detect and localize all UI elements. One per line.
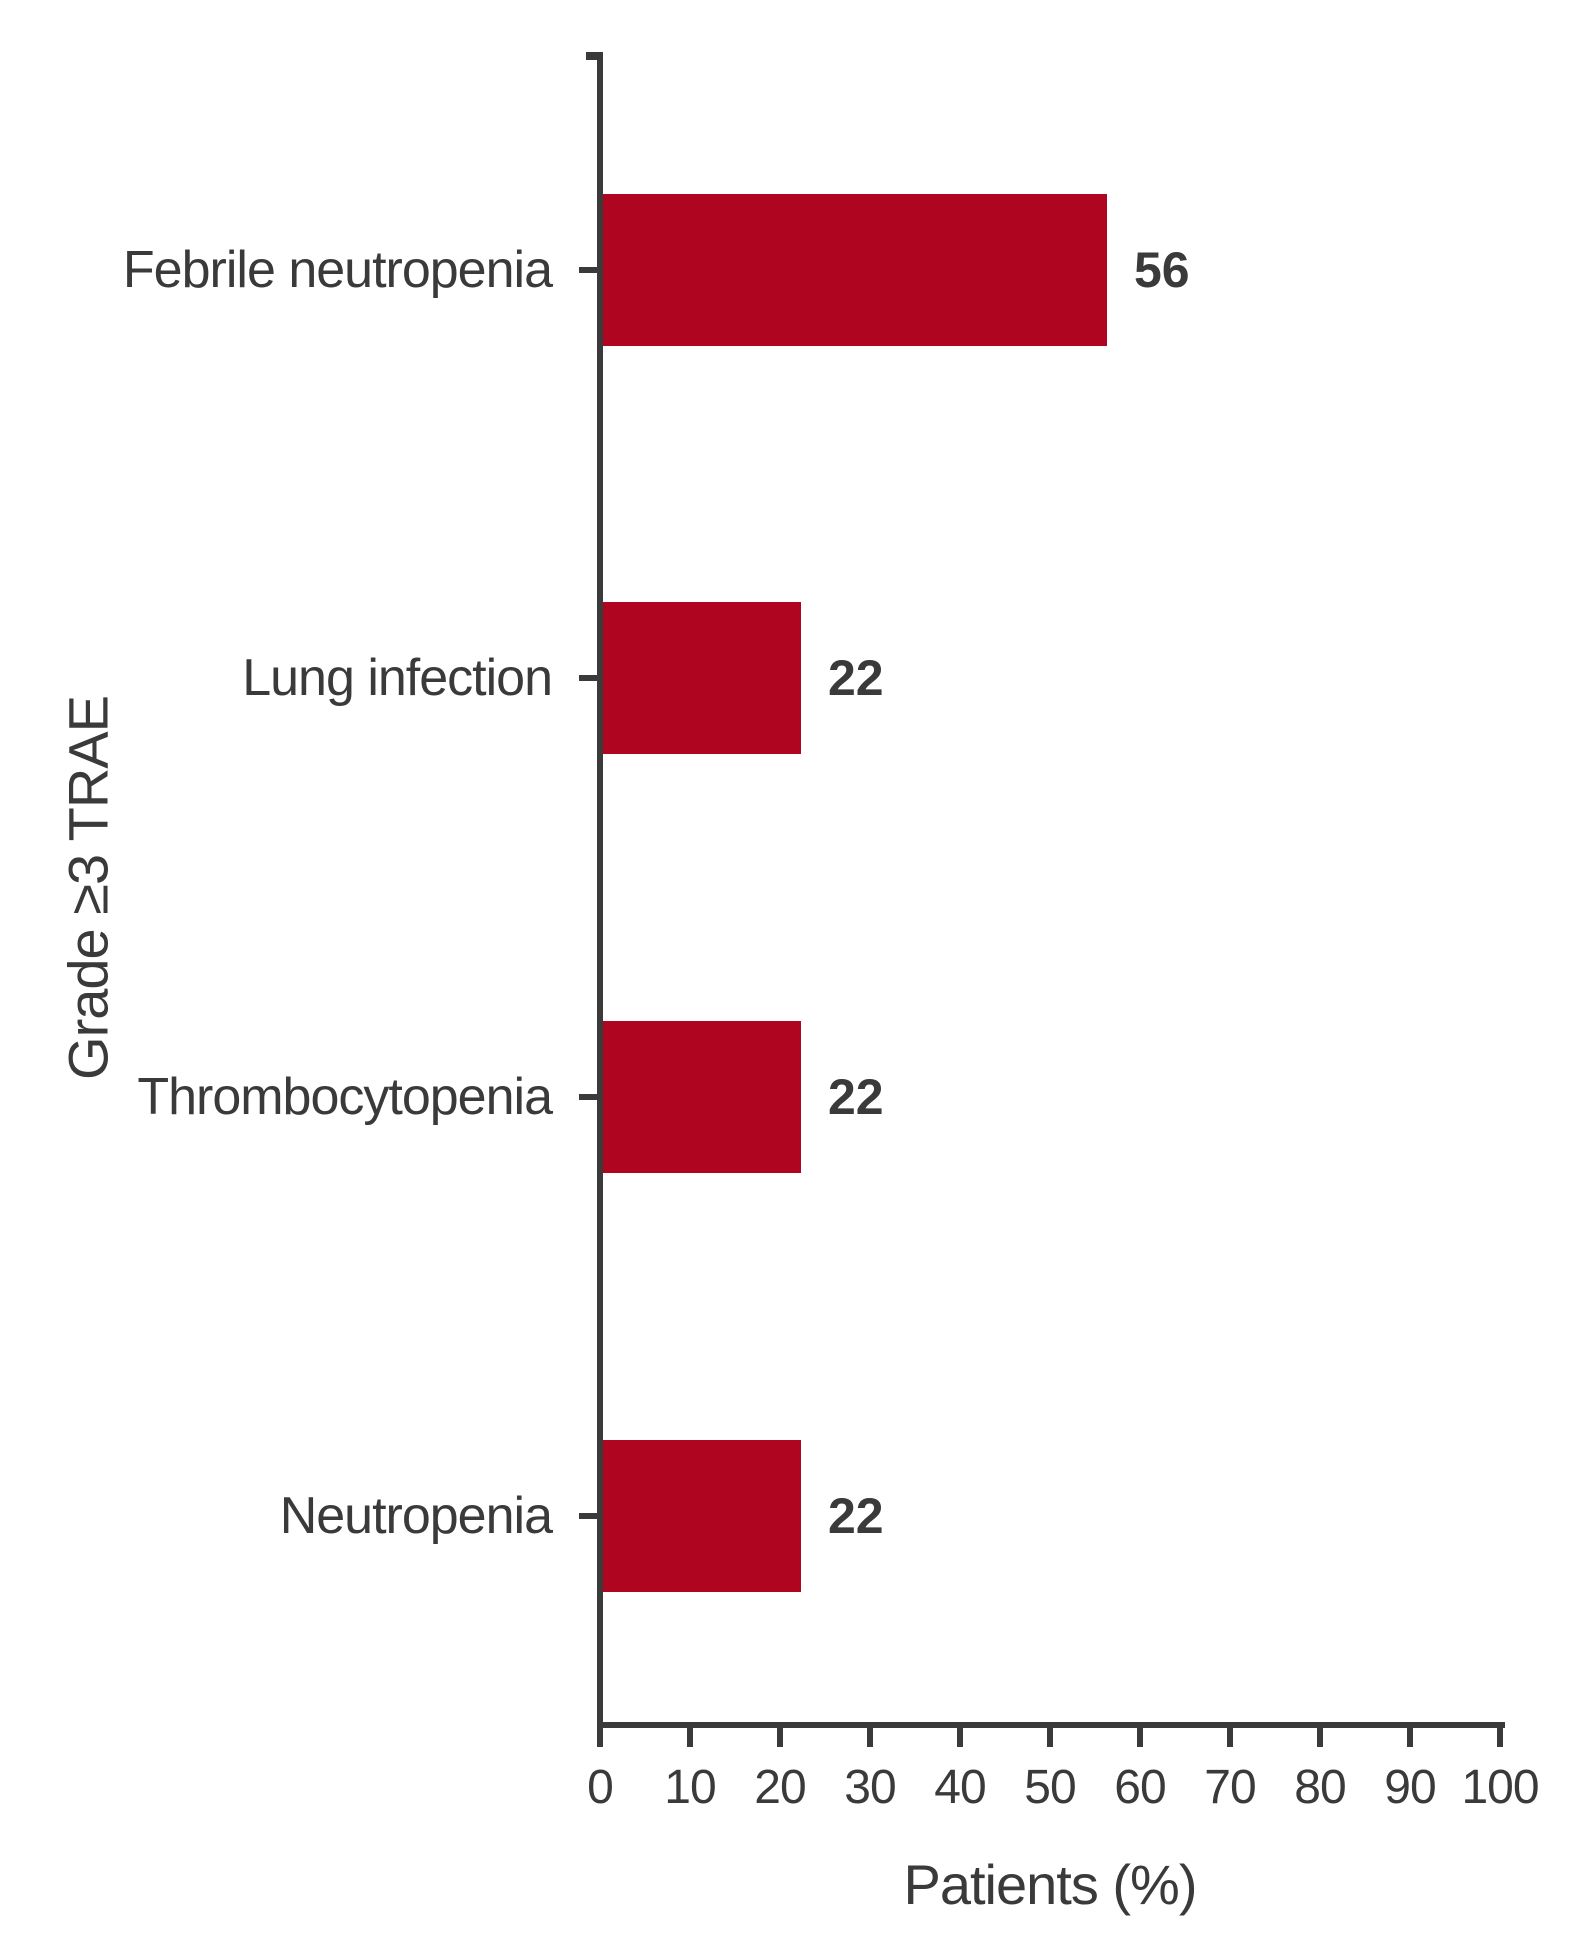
x-axis-tick-label: 100 xyxy=(1461,1761,1539,1814)
x-axis-tick xyxy=(1047,1728,1053,1747)
x-axis-tick-label: 10 xyxy=(664,1761,716,1814)
x-axis-tick xyxy=(1317,1728,1323,1747)
x-axis-title: Patients (%) xyxy=(903,1853,1198,1916)
x-axis-tick xyxy=(957,1728,963,1747)
value-label: 22 xyxy=(828,650,884,706)
x-axis-tick xyxy=(777,1728,783,1747)
y-tick xyxy=(579,267,597,273)
x-axis-tick-label: 80 xyxy=(1294,1761,1346,1814)
value-label: 22 xyxy=(828,1488,884,1544)
x-axis-tick-label: 90 xyxy=(1384,1761,1436,1814)
value-label: 56 xyxy=(1134,242,1190,298)
category-label: Febrile neutropenia xyxy=(122,241,553,299)
x-axis-tick-label: 30 xyxy=(844,1761,896,1814)
x-axis-tick xyxy=(1227,1728,1233,1747)
x-axis-tick xyxy=(867,1728,873,1747)
y-tick xyxy=(579,675,597,681)
bar xyxy=(603,602,801,754)
x-axis-tick xyxy=(1407,1728,1413,1747)
x-axis-tick xyxy=(687,1728,693,1747)
bar xyxy=(603,194,1107,346)
bar xyxy=(603,1021,801,1173)
value-label: 22 xyxy=(828,1069,884,1125)
x-axis-tick xyxy=(597,1728,603,1747)
x-axis-tick-label: 20 xyxy=(754,1761,806,1814)
x-axis-tick-label: 70 xyxy=(1204,1761,1256,1814)
x-axis-tick-label: 0 xyxy=(587,1761,614,1814)
x-axis-line xyxy=(597,1722,1505,1728)
category-label: Neutropenia xyxy=(279,1487,553,1545)
y-axis-line xyxy=(597,52,603,1728)
x-axis-tick xyxy=(1497,1728,1503,1747)
y-axis-top-cap xyxy=(586,52,600,60)
x-axis-tick-label: 60 xyxy=(1114,1761,1166,1814)
bar xyxy=(603,1440,801,1592)
y-tick xyxy=(579,1094,597,1100)
y-axis-title-text: Grade ≥3 TRAE xyxy=(56,696,120,1080)
category-label: Lung infection xyxy=(242,649,553,707)
x-axis-tick-label: 40 xyxy=(934,1761,986,1814)
y-tick xyxy=(579,1513,597,1519)
category-label: Thrombocytopenia xyxy=(137,1068,553,1126)
x-axis-tick xyxy=(1137,1728,1143,1747)
x-axis-tick-label: 50 xyxy=(1024,1761,1076,1814)
